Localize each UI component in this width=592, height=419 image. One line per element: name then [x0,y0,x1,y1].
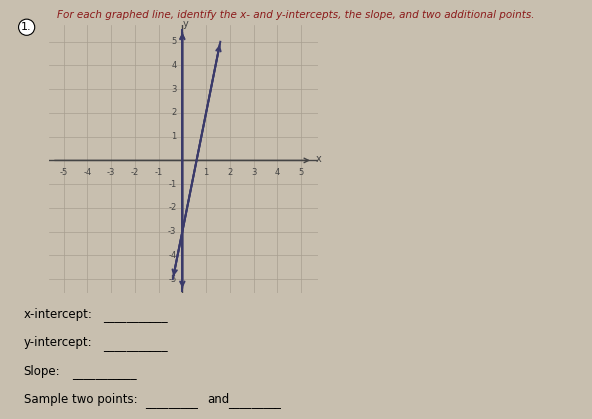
Text: 4: 4 [171,61,176,70]
Text: 2: 2 [227,168,233,176]
Text: x-intercept:: x-intercept: [24,308,92,321]
Text: 1.: 1. [21,22,32,32]
Text: Sample two points:: Sample two points: [24,393,137,406]
Text: -4: -4 [168,251,176,260]
Text: -2: -2 [131,168,139,176]
Text: ___________: ___________ [104,310,168,323]
Text: 5: 5 [298,168,304,176]
Text: -5: -5 [60,168,68,176]
Text: For each graphed line, identify the x- and y-intercepts, the slope, and two addi: For each graphed line, identify the x- a… [57,10,535,20]
Text: 3: 3 [171,85,176,94]
Text: 4: 4 [275,168,280,176]
Text: Slope:: Slope: [24,365,60,378]
Text: -4: -4 [83,168,92,176]
Text: -3: -3 [107,168,115,176]
Text: _________: _________ [228,396,281,409]
Text: 2: 2 [171,109,176,117]
Text: -3: -3 [168,227,176,236]
Text: and: and [207,393,230,406]
Text: 5: 5 [171,37,176,46]
Text: 1: 1 [171,132,176,141]
Text: 3: 3 [251,168,256,176]
Text: -5: -5 [168,274,176,284]
Text: y: y [183,19,189,28]
Text: -1: -1 [155,168,163,176]
Text: x: x [315,154,321,164]
Text: _________: _________ [145,396,198,409]
Text: y-intercept:: y-intercept: [24,336,92,349]
Text: 1: 1 [204,168,209,176]
Text: -2: -2 [168,203,176,212]
Text: -1: -1 [168,180,176,189]
Text: ___________: ___________ [104,339,168,352]
Text: ___________: ___________ [72,367,137,380]
